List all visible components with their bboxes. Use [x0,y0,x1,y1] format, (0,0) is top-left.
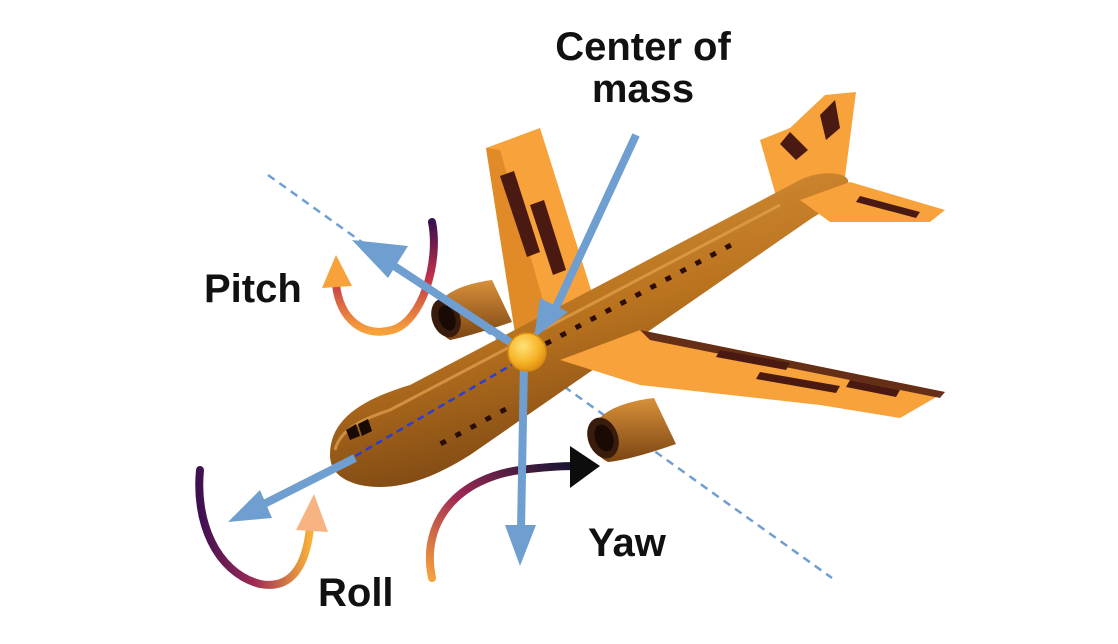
center-of-mass-marker [507,332,547,372]
roll-label: Roll [318,571,394,615]
cockpit-windows [346,419,372,440]
pitch-rotation-arrow [322,218,438,336]
near-engine [587,398,676,462]
center-of-mass-label: Center of mass [528,26,758,110]
yaw-rotation-arrow [425,446,600,582]
roll-rotation-arrow [195,466,328,589]
roll-axis-line [344,358,521,464]
fuselage [330,173,849,487]
center-of-mass-label-line1: Center of [555,25,731,69]
pitch-label: Pitch [204,267,302,311]
near-wing [560,330,945,418]
yaw-axis-arrow [505,359,536,566]
center-of-mass-label-line2: mass [591,67,695,111]
passenger-windows-upper [544,242,733,347]
horizontal-stabilizer [800,182,945,222]
pitch-axis-arrow [352,240,528,356]
far-engine [431,280,512,340]
yaw-label: Yaw [588,521,666,565]
roll-axis-arrow [228,454,357,522]
center-of-mass-pointer [534,133,640,338]
